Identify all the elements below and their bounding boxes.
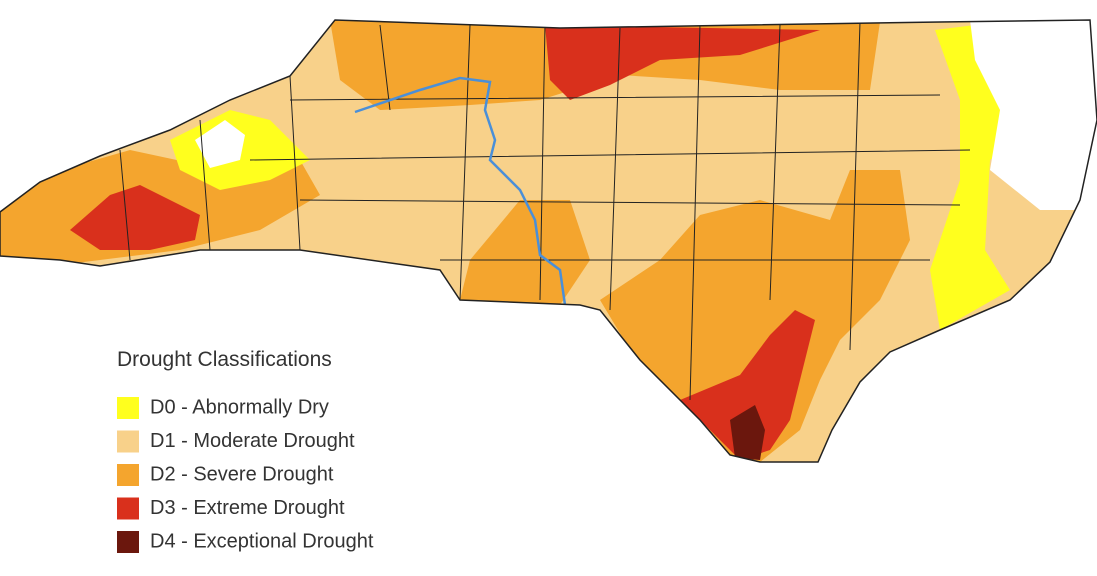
legend-swatch xyxy=(117,464,139,486)
extreme-area-north xyxy=(545,25,820,100)
river xyxy=(354,76,567,306)
legend-swatch xyxy=(117,531,139,553)
severe-area-southeast xyxy=(600,170,910,462)
legend-label: D0 - Abnormally Dry xyxy=(150,396,329,418)
county-lines xyxy=(119,21,971,401)
legend-swatch xyxy=(117,497,139,520)
legend-swatch xyxy=(117,430,139,453)
exceptional-area xyxy=(730,405,765,460)
legend-title: Drought Classifications xyxy=(117,348,332,371)
legend-swatch xyxy=(117,397,139,419)
severe-area-central xyxy=(460,200,590,305)
legend-label: D3 - Extreme Drought xyxy=(150,497,345,519)
legend-label: D1 - Moderate Drought xyxy=(150,430,355,452)
no-drought-east xyxy=(970,20,1097,210)
map xyxy=(0,19,1097,463)
legend-label: D4 - Exceptional Drought xyxy=(150,530,374,552)
dry-area-east xyxy=(930,25,1060,330)
legend: Drought Classifications D0 - Abnormally … xyxy=(117,348,374,553)
extreme-area-southeast xyxy=(680,310,815,460)
extreme-area-west xyxy=(70,185,200,250)
no-drought-west xyxy=(195,120,245,168)
legend-label: D2 - Severe Drought xyxy=(150,463,334,485)
